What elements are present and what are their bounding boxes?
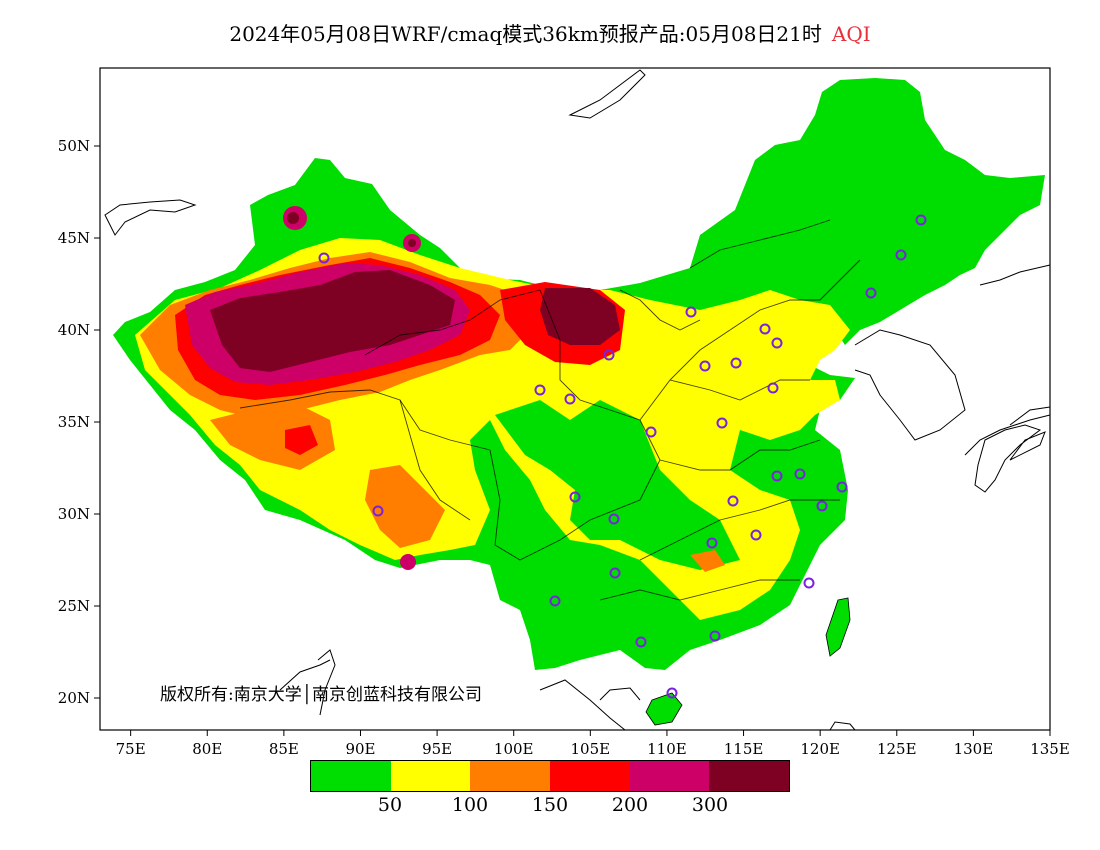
aqi-region-magenta-spot-3 <box>400 554 416 570</box>
legend-label: 100 <box>451 794 489 816</box>
plot-frame <box>99 67 1051 731</box>
aqi-legend <box>310 760 790 792</box>
legend-swatch-sensitive <box>470 761 551 791</box>
lon-tick-label: 135E <box>1030 740 1070 758</box>
legend-swatch-hazardous <box>709 761 790 791</box>
circle-icon <box>759 323 771 335</box>
circle-icon <box>609 567 621 579</box>
lat-tick-label: 35N <box>58 413 90 431</box>
lon-tick-label: 100E <box>494 740 534 758</box>
circle-icon <box>666 687 678 699</box>
lat-tick-label: 45N <box>58 229 90 247</box>
aqi-region-red-tibet <box>285 425 318 455</box>
aqi-region-maroon <box>210 270 455 372</box>
lon-tick-label: 85E <box>269 740 299 758</box>
circle-icon <box>549 595 561 607</box>
city-markers <box>318 214 927 699</box>
circle-icon <box>767 382 779 394</box>
aqi-region-green-northeast <box>820 230 905 300</box>
lon-tick-label: 105E <box>571 740 611 758</box>
title-main: 2024年05月08日WRF/cmaq模式36km预报产品:05月08日21时 <box>229 22 822 46</box>
coastlines <box>104 69 1051 731</box>
circle-icon <box>706 537 718 549</box>
circle-icon <box>569 491 581 503</box>
legend-swatch-good <box>311 761 391 791</box>
legend-swatch-unhealthy <box>550 761 630 791</box>
lat-tick-label: 40N <box>58 321 90 339</box>
lat-tick-label: 50N <box>58 137 90 155</box>
lon-tick-label: 120E <box>800 740 840 758</box>
circle-icon <box>771 470 783 482</box>
aqi-region-orange-east <box>690 550 725 572</box>
circle-icon <box>685 306 697 318</box>
legend-labels: 50 100 150 200 300 <box>310 794 790 818</box>
circle-icon <box>727 495 739 507</box>
aqi-region-maroon-north <box>540 288 620 345</box>
circle-icon <box>603 349 615 361</box>
lon-tick-label: 115E <box>724 740 764 758</box>
circle-icon <box>372 505 384 517</box>
circle-icon <box>816 500 828 512</box>
page-title: 2024年05月08日WRF/cmaq模式36km预报产品:05月08日21时 A… <box>0 18 1100 47</box>
lon-tick-label: 75E <box>116 740 146 758</box>
legend-swatch-very-unhealthy <box>629 761 710 791</box>
longitude-axis: 75E 80E 85E 90E 95E 100E 105E 110E 115E 120E 125E 1… <box>116 730 1070 758</box>
circle-icon <box>699 360 711 372</box>
circle-icon <box>716 417 728 429</box>
aqi-region-orange-tibet <box>210 405 335 470</box>
lat-tick-label: 25N <box>58 597 90 615</box>
legend-label: 50 <box>377 794 403 816</box>
island-hainan <box>645 692 683 726</box>
circle-icon <box>865 287 877 299</box>
circle-icon <box>915 214 927 226</box>
copyright-text: 版权所有:南京大学│南京创蓝科技有限公司 <box>160 685 482 705</box>
circle-icon <box>645 426 657 438</box>
aqi-region-orange-south-tibet <box>365 465 445 548</box>
circle-icon <box>318 252 330 264</box>
circle-icon <box>895 249 907 261</box>
legend-label: 300 <box>691 794 729 816</box>
legend-label: 150 <box>531 794 569 816</box>
aqi-region-maroon-spot-1 <box>287 212 299 224</box>
latitude-axis: 20N 25N 30N 35N 40N 45N 50N <box>58 137 100 707</box>
circle-icon <box>803 577 815 589</box>
circle-icon <box>608 513 620 525</box>
lon-tick-label: 125E <box>877 740 917 758</box>
circle-icon <box>564 393 576 405</box>
legend-label: 200 <box>611 794 649 816</box>
legend-swatch-moderate <box>390 761 471 791</box>
aqi-region-green-south <box>495 400 740 570</box>
circle-icon <box>794 468 806 480</box>
lon-tick-label: 110E <box>647 740 687 758</box>
lon-tick-label: 80E <box>192 740 222 758</box>
lon-tick-label: 90E <box>345 740 375 758</box>
lat-tick-label: 30N <box>58 505 90 523</box>
circle-icon <box>836 481 848 493</box>
circle-icon <box>771 337 783 349</box>
circle-icon <box>534 384 546 396</box>
circle-icon <box>730 357 742 369</box>
circle-icon <box>635 636 647 648</box>
province-boundaries <box>239 219 861 601</box>
aqi-region-maroon-spot-2 <box>408 239 416 247</box>
island-taiwan <box>825 597 851 657</box>
lat-tick-label: 20N <box>58 689 90 707</box>
circle-icon <box>750 529 762 541</box>
lon-tick-label: 130E <box>954 740 994 758</box>
circle-icon <box>709 630 721 642</box>
title-variable: AQI <box>831 22 871 46</box>
lon-tick-label: 95E <box>422 740 452 758</box>
